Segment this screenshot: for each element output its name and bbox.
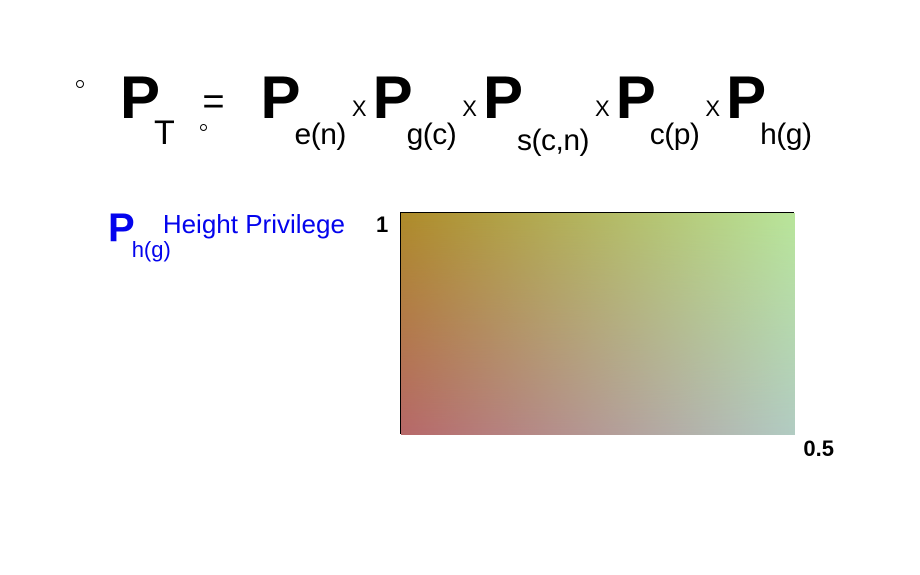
sub-T: T [154,114,174,153]
P-glyph: P [616,68,654,128]
highlight-P: P [108,208,134,248]
heatmap-svg [401,213,795,435]
sub-scn: s(c,n) [517,124,589,158]
bullet-circle [76,80,84,88]
term-PT: P T [120,68,174,128]
equals-sign: = [202,81,224,124]
formula-row: P T = P e(n) X P g(c) X P s(c,n) X P c(p… [120,68,811,128]
heatmap-bottom-label: 0.5 [803,436,834,462]
times-4: X [705,96,720,122]
sub-en: e(n) [295,118,346,152]
term-Pen: P e(n) [261,68,346,128]
P-glyph: P [483,68,521,128]
sub-cp: c(p) [650,118,700,152]
P-glyph: P [261,68,299,128]
P-glyph: P [726,68,764,128]
P-glyph: P [373,68,411,128]
heatmap-top-label: 1 [376,212,388,238]
times-3: X [595,96,610,122]
term-Pgc: P g(c) [373,68,457,128]
times-1: X [352,96,367,122]
term-Pscn: P s(c,n) [483,68,589,128]
highlight-label: Height Privilege [163,209,345,240]
sub-hg: h(g) [760,118,811,152]
P-glyph: P [120,68,158,128]
times-2: X [462,96,477,122]
term-Phg: P h(g) [726,68,811,128]
heatmap-box [400,212,794,434]
sub-gc: g(c) [407,118,457,152]
term-Pcp: P c(p) [616,68,700,128]
heatmap-wrap: 1 0.5 [400,212,794,434]
highlight-row: P h(g) Height Privilege [108,208,345,248]
highlight-sub: h(g) [132,237,171,263]
